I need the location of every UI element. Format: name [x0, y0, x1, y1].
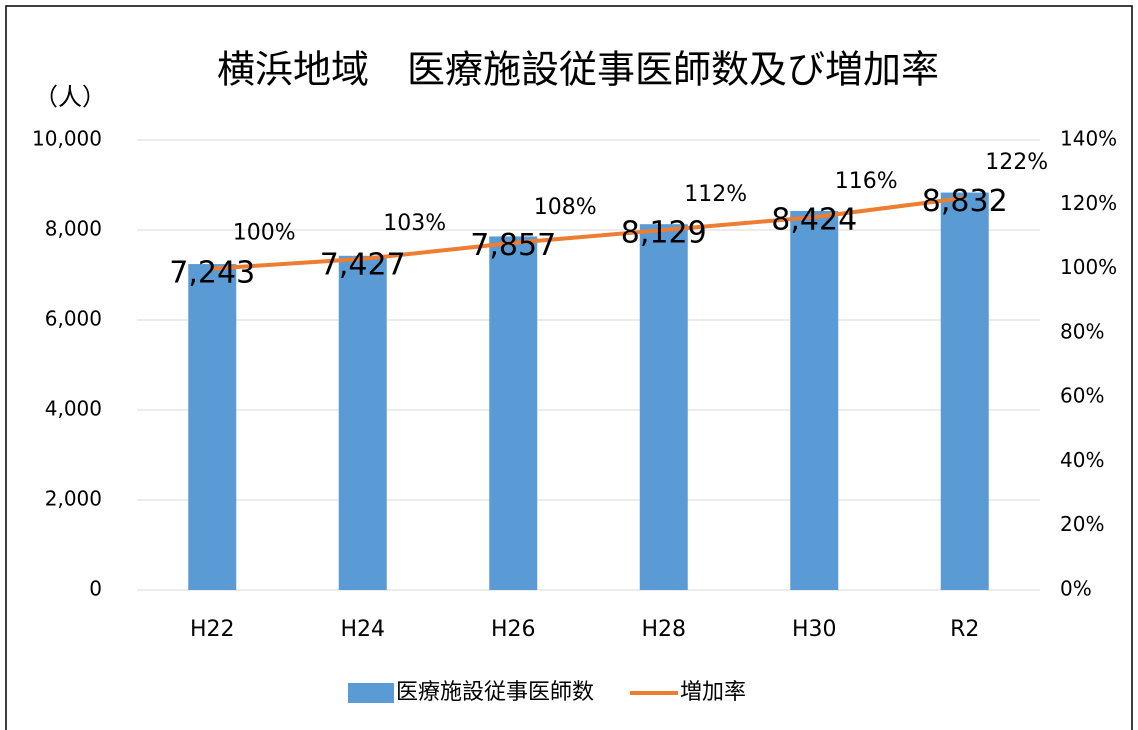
- bar-value-label: 7,243: [169, 256, 255, 291]
- y-tick-label: 6,000: [45, 307, 102, 331]
- x-tick-label: R2: [950, 617, 979, 642]
- bar: [940, 192, 989, 590]
- legend-label: 医療施設従事医師数: [396, 680, 594, 705]
- chart-title: 横浜地域 医療施設従事医師数及び増加率: [217, 48, 939, 92]
- legend-swatch: [348, 683, 394, 703]
- x-tick-label: H28: [641, 617, 686, 642]
- x-tick-label: H26: [491, 617, 536, 642]
- y2-tick-label: 120%: [1060, 191, 1117, 215]
- bar: [790, 210, 839, 591]
- line-value-label: 100%: [233, 221, 296, 246]
- y2-tick-label: 140%: [1060, 127, 1117, 151]
- line-value-label: 116%: [835, 169, 898, 194]
- bar: [489, 236, 538, 590]
- y-tick-label: 4,000: [45, 397, 102, 421]
- bar-value-label: 7,857: [470, 228, 556, 263]
- y-tick-label: 0: [89, 577, 102, 601]
- y2-tick-label: 0%: [1060, 577, 1092, 601]
- y2-tick-label: 60%: [1060, 384, 1104, 408]
- y2-tick-label: 80%: [1060, 319, 1104, 343]
- legend-label: 増加率: [680, 680, 746, 705]
- y-tick-label: 10,000: [32, 127, 102, 151]
- bar: [639, 224, 688, 590]
- line: [212, 195, 966, 271]
- bar-value-label: 8,832: [922, 184, 1008, 219]
- bar: [188, 264, 237, 590]
- y2-tick-label: 40%: [1060, 448, 1104, 472]
- x-tick-label: H24: [340, 617, 385, 642]
- y-tick-label: 8,000: [45, 217, 102, 241]
- bar: [338, 255, 387, 590]
- y2-tick-label: 20%: [1060, 512, 1104, 536]
- line-value-label: 108%: [534, 195, 597, 220]
- line-value-label: 122%: [985, 150, 1048, 175]
- y-tick-label: 2,000: [45, 487, 102, 511]
- bar-value-label: 7,427: [320, 247, 406, 282]
- chart-border: [5, 5, 1133, 730]
- x-tick-label: H22: [190, 617, 235, 642]
- line-value-label: 112%: [684, 182, 747, 207]
- y2-tick-label: 100%: [1060, 255, 1117, 279]
- bar-value-label: 8,129: [621, 216, 707, 251]
- line-value-label: 103%: [383, 211, 446, 236]
- y-unit-label: （人）: [34, 83, 106, 111]
- x-tick-label: H30: [792, 617, 837, 642]
- bar-value-label: 8,424: [771, 202, 857, 237]
